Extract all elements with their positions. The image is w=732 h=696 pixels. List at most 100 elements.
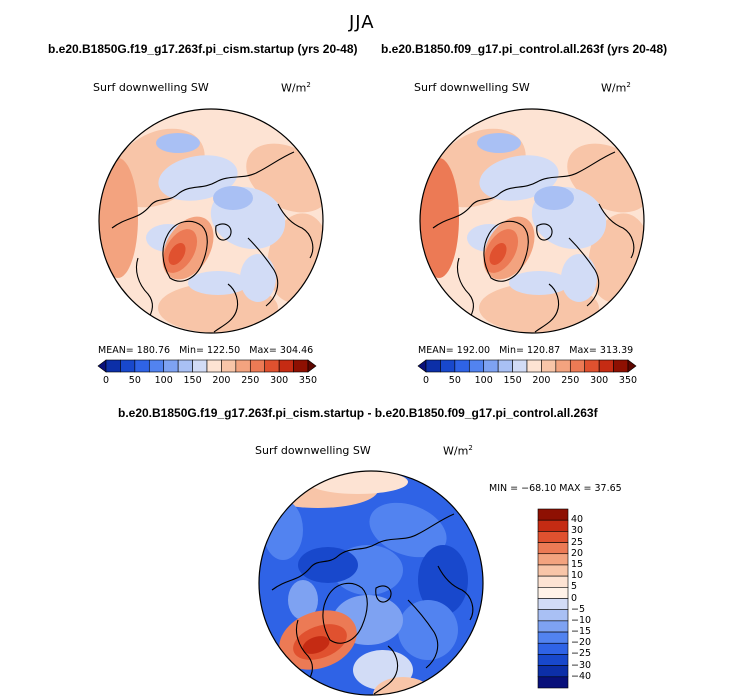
diff-cbar-swatch	[537, 631, 569, 644]
panel1-field-region	[240, 254, 276, 302]
panel1-cbar-tick-label: 350	[298, 375, 318, 386]
diff-cbar-swatch	[537, 642, 569, 655]
panel1-map-boundary	[98, 108, 324, 334]
panel2-cbar-swatch	[526, 359, 542, 373]
panel2-coastline	[456, 257, 475, 323]
panel1-cbar-swatch	[249, 359, 266, 373]
diff-colorbar	[537, 508, 569, 689]
panel2-cbar-swatch	[468, 359, 485, 373]
panel1-cbar-tick-label: 300	[270, 375, 289, 386]
panel1-cbar-swatch	[221, 359, 237, 373]
diff-case-name: b.e20.B1850G.f19_g17.263f.pi_cism.startu…	[118, 406, 598, 420]
diff-colorbar-ticks: 40 30 25 20 15 10 5 0 −5 −10 −15 −20 −25 −30 −40	[571, 509, 611, 689]
panel1-cbar-tick-label: 150	[183, 375, 202, 386]
diff-cbar-swatch	[537, 609, 569, 622]
diff-cbar-tick-label: −5	[571, 603, 586, 615]
panel1-field-region	[156, 133, 200, 153]
panel1-cbar-swatch	[278, 359, 294, 373]
diff-coastline-greenland	[322, 582, 368, 644]
panel2-cbar-tick-label: 50	[448, 375, 461, 386]
panel2-coastline	[534, 283, 560, 333]
panel1-cbar-swatch	[206, 359, 222, 373]
diff-field-region	[418, 545, 468, 615]
diff-cbar-swatch	[537, 654, 569, 666]
panel1-cbar-tick-label: 200	[212, 375, 231, 386]
diff-polar-map	[258, 470, 484, 696]
panel1-field-region	[188, 271, 248, 295]
panel2-cbar-tick-label: 0	[422, 375, 430, 386]
diff-cbar-swatch	[537, 531, 569, 543]
panel1-cbar-swatch	[134, 359, 150, 373]
diff-cbar-tick-label: −30	[571, 659, 592, 671]
panel2-coastline	[568, 237, 600, 307]
diff-cbar-tick-label: 30	[571, 525, 584, 537]
panel2-field-region	[509, 271, 569, 295]
panel1-polar-map	[98, 108, 324, 334]
diff-cbar-tick-label: 40	[571, 514, 584, 526]
panel2-map-boundary	[419, 108, 645, 334]
panel2-field-region	[477, 133, 521, 153]
panel2-min: 120.87	[526, 345, 561, 356]
panel1-coastline	[111, 151, 295, 229]
panel1-stats: MEAN= 180.76 Min= 122.50 Max= 304.46	[98, 345, 314, 356]
diff-cbar-tick-label: 15	[571, 558, 584, 570]
panel1-cbar-tick-label: 0	[102, 375, 110, 386]
diff-coastline	[271, 513, 455, 591]
diff-cbar-swatch	[537, 542, 569, 555]
panel1-cbar-tick-label: 100	[154, 375, 173, 386]
panel2-units: W/m2	[601, 81, 631, 95]
diff-cbar-swatch	[537, 519, 569, 532]
diff-coastline-island	[375, 585, 392, 603]
panel2-cbar-swatch	[613, 359, 629, 373]
panel2-cbar-swatch	[454, 359, 470, 373]
panel2-cbar-tick-label: 150	[503, 375, 522, 386]
diff-field-region	[398, 600, 458, 660]
panel2-cbar-swatch	[425, 359, 441, 373]
panel1-cbar-swatch	[235, 359, 251, 373]
panel2-colorbar	[417, 359, 637, 373]
panel2-cbar-tick-label: 100	[474, 375, 493, 386]
diff-stats: MIN = −68.10 MAX = 37.65	[489, 483, 622, 494]
panel2-field-region	[420, 158, 459, 278]
diff-cbar-swatch	[537, 564, 569, 577]
diff-cbar-swatch	[537, 575, 569, 588]
diff-cbar-tick-label: 20	[571, 547, 584, 559]
panel1-cbar-swatch	[120, 359, 136, 373]
panel1-colorbar	[97, 359, 317, 373]
figure-title: JJA	[349, 12, 375, 33]
panel2-cbar-swatch-over	[627, 359, 637, 373]
diff-cbar-tick-label: −15	[571, 626, 592, 638]
panel2-polar-map	[419, 108, 645, 334]
diff-field-greenland-peak	[302, 636, 330, 654]
panel1-min: 122.50	[206, 345, 241, 356]
panel2-cbar-swatch	[541, 359, 557, 373]
diff-coastline	[407, 599, 439, 669]
panel1-cbar-swatch	[177, 359, 193, 373]
panel1-cbar-swatch-over	[307, 359, 317, 373]
diff-cbar-swatch	[537, 508, 569, 521]
panel1-colorbar-ticks: 0 50 100 150 200 250 300 350	[98, 375, 317, 389]
panel2-cbar-swatch	[512, 359, 528, 373]
panel2-cbar-swatch	[598, 359, 614, 373]
diff-field-region	[288, 580, 318, 620]
panel2-coastline	[598, 203, 635, 259]
panel2-cbar-tick-label: 250	[561, 375, 580, 386]
diff-cbar-swatch	[537, 598, 569, 610]
panel2-cbar-swatch	[569, 359, 586, 373]
panel1-coastline	[247, 237, 279, 307]
diff-field-region	[369, 502, 447, 558]
panel2-cbar-swatch	[584, 359, 600, 373]
diff-coastline	[373, 645, 399, 695]
diff-cbar-tick-label: 5	[571, 581, 578, 593]
panel2-field-greenland-peak	[489, 243, 507, 265]
diff-cbar-swatch	[537, 620, 569, 633]
panel2-mean: 192.00	[456, 345, 491, 356]
panel1-field-region	[158, 155, 238, 201]
panel2-coastline	[432, 151, 616, 229]
panel2-cbar-swatch	[555, 359, 571, 373]
panel2-field-region	[479, 155, 559, 201]
diff-cbar-tick-label: −10	[571, 614, 592, 626]
panel2-cbar-tick-label: 300	[590, 375, 609, 386]
panel1-coastline	[277, 203, 314, 259]
diff-field-region	[298, 547, 358, 583]
